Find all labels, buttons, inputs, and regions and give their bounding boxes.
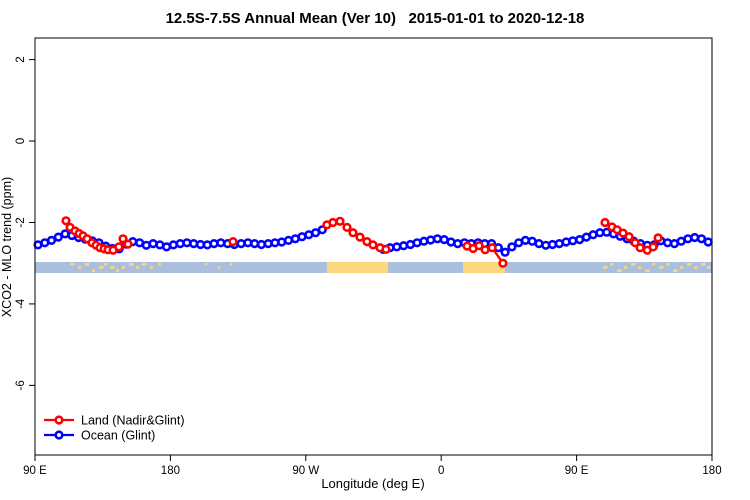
data-point — [114, 242, 124, 252]
plot-border — [34, 37, 713, 456]
legend-marker-swatch — [54, 430, 64, 440]
legend: Land (Nadir&Glint)Ocean (Glint) — [44, 414, 185, 443]
x-tick-label: 90 E — [565, 465, 589, 477]
land-segment — [326, 261, 389, 273]
data-point — [348, 228, 358, 238]
island-speck — [680, 266, 684, 269]
data-point — [487, 243, 497, 253]
island-speck — [115, 269, 119, 272]
land-series — [61, 216, 663, 268]
island-speck — [707, 266, 711, 269]
data-point — [624, 232, 634, 242]
data-point — [683, 234, 693, 244]
island-speck — [158, 262, 162, 266]
y-tick-label: -6 — [15, 380, 27, 390]
y-tick-label: -4 — [15, 298, 27, 309]
y-axis-title: XCO2 - MLO trend (ppm) — [0, 177, 14, 317]
data-point — [228, 237, 238, 247]
island-speck — [631, 262, 636, 266]
island-speck — [617, 269, 622, 272]
data-point — [328, 217, 338, 228]
legend-marker-swatch — [54, 415, 64, 425]
x-tick-label: 0 — [438, 465, 444, 477]
data-point — [399, 241, 409, 251]
data-point — [653, 233, 663, 243]
legend-item: Land (Nadir&Glint) — [44, 414, 185, 428]
island-speck — [666, 262, 670, 266]
x-tick-label: 90 E — [23, 465, 47, 477]
x-axis-title: Longitude (deg E) — [321, 476, 424, 491]
series-layer — [33, 216, 713, 268]
island-speck — [638, 266, 642, 269]
data-point — [480, 245, 490, 255]
map-strip — [35, 261, 712, 273]
island-speck — [121, 266, 125, 269]
island-speck — [78, 266, 82, 269]
data-point — [696, 234, 707, 244]
data-point — [123, 239, 133, 249]
island-speck — [659, 266, 664, 269]
legend-item: Ocean (Glint) — [44, 429, 155, 443]
data-point — [474, 241, 484, 251]
data-point — [600, 217, 610, 228]
island-speck — [149, 266, 153, 269]
island-speck — [92, 269, 96, 272]
island-speck — [694, 266, 698, 269]
island-speck — [141, 262, 147, 266]
data-point — [46, 235, 57, 245]
data-point — [635, 243, 645, 253]
legend-label: Land (Nadir&Glint) — [81, 414, 185, 428]
island-speck — [84, 262, 90, 266]
island-speck — [110, 266, 115, 269]
data-point — [61, 216, 71, 226]
island-speck — [205, 262, 208, 266]
data-point — [690, 232, 700, 243]
data-point — [53, 232, 63, 242]
island-speck — [652, 262, 656, 266]
island-speck — [129, 262, 134, 266]
island-speck — [98, 266, 104, 269]
island-speck — [701, 262, 706, 266]
data-point — [419, 236, 429, 246]
x-tick-label: 180 — [161, 465, 180, 477]
y-tick-label: 0 — [15, 138, 27, 144]
data-point — [168, 240, 178, 250]
land-segment — [463, 261, 505, 273]
chart-title: 12.5S-7.5S Annual Mean (Ver 10) 2015-01-… — [165, 10, 585, 27]
data-point — [648, 242, 658, 252]
data-point — [703, 237, 713, 247]
island-speck — [135, 266, 139, 269]
island-speck — [70, 262, 75, 266]
data-point — [507, 242, 517, 252]
island-speck — [104, 262, 108, 266]
data-point — [498, 258, 508, 268]
data-point — [568, 236, 578, 246]
y-tick-label: -2 — [15, 217, 27, 227]
data-point — [335, 216, 345, 226]
x-tick-label: 180 — [702, 465, 721, 477]
island-speck — [217, 266, 221, 269]
island-speck — [229, 262, 233, 266]
x-tick-label: 90 W — [292, 465, 319, 477]
y-tick-label: 2 — [15, 56, 27, 62]
data-point — [118, 234, 128, 244]
island-speck — [623, 266, 627, 269]
legend-label: Ocean (Glint) — [81, 429, 155, 443]
island-speck — [687, 262, 692, 266]
data-point — [500, 247, 510, 257]
data-point — [381, 244, 391, 254]
island-speck — [645, 269, 650, 272]
island-speck — [609, 262, 613, 266]
data-point — [630, 238, 640, 248]
data-point — [342, 222, 352, 232]
data-point — [392, 242, 402, 252]
axes: 90 E 180 90 W 0 90 E 180 2 0 -2 -4 -6 — [15, 56, 722, 477]
data-point — [148, 239, 158, 249]
data-point — [368, 240, 378, 250]
data-point — [355, 232, 365, 242]
island-speck — [673, 269, 678, 272]
island-speck — [603, 266, 608, 269]
